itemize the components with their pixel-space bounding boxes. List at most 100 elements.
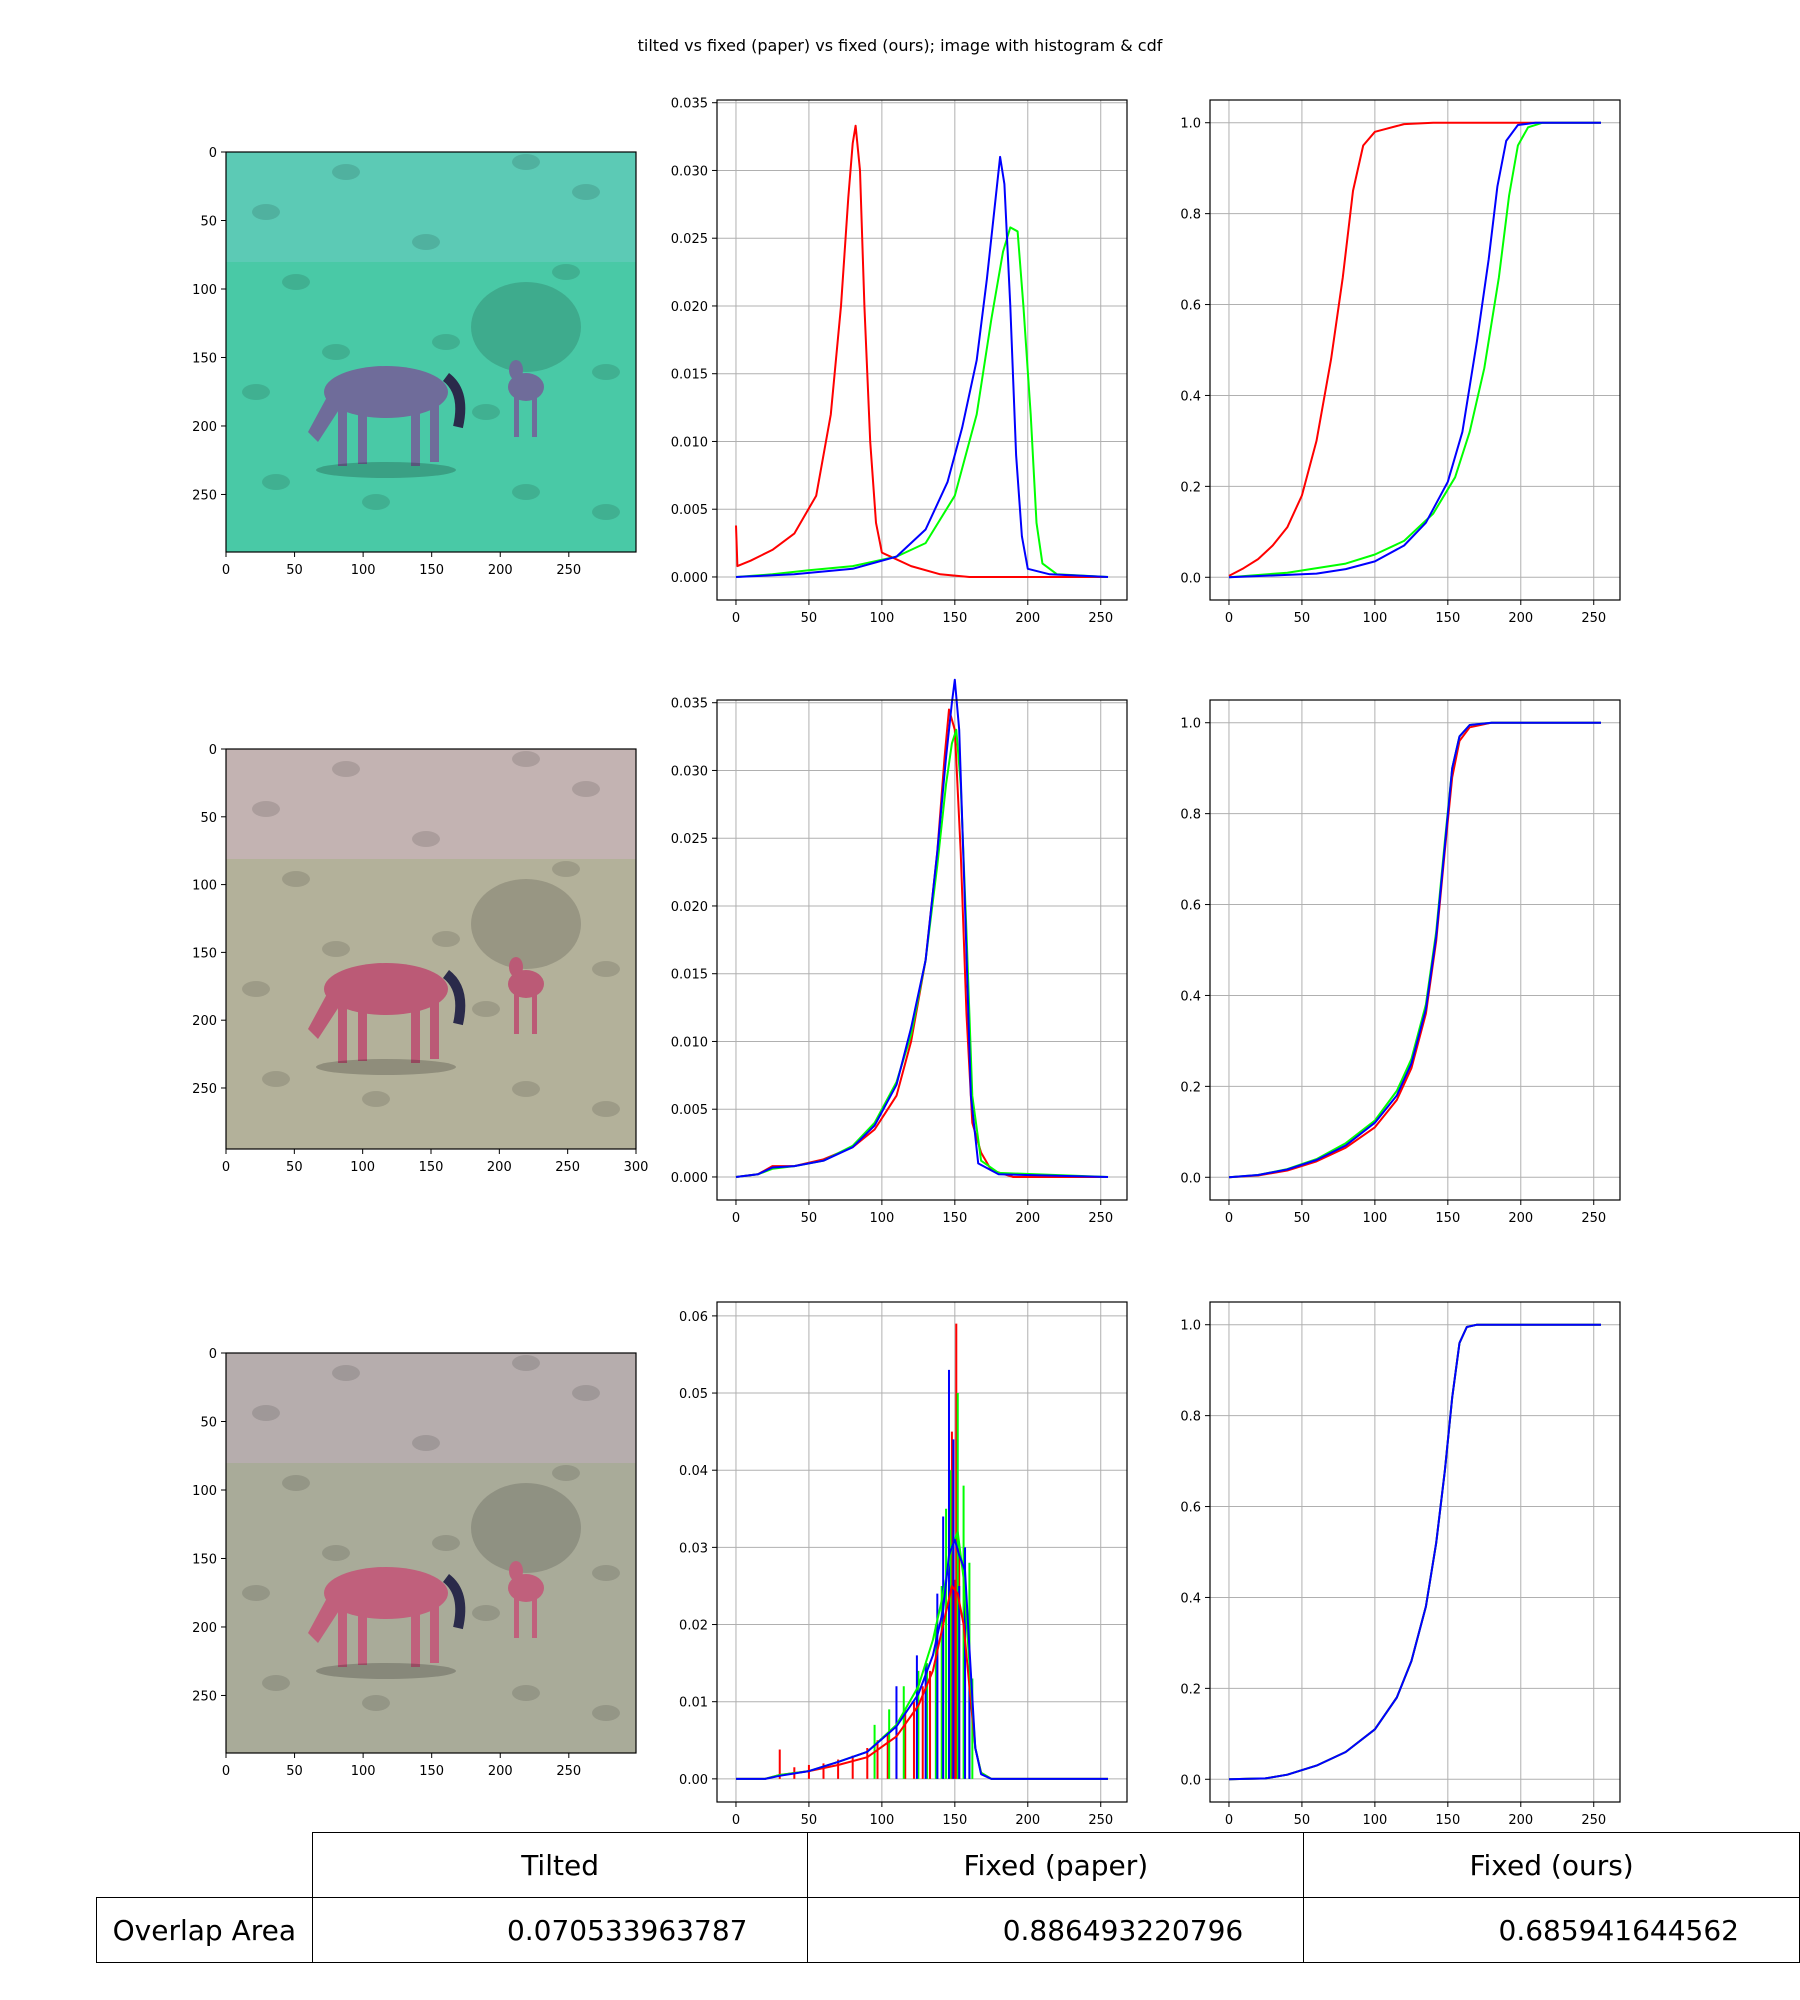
row1-cdf-xtick-label-2: 100 xyxy=(1362,1211,1387,1226)
row1-histogram-ytick-label-7: 0.035 xyxy=(671,697,708,712)
row2-histogram-series-blue xyxy=(736,1538,1108,1780)
row1-image-xtick-label-1: 50 xyxy=(286,1160,303,1175)
row2-image-far-field xyxy=(226,1353,636,1463)
row2-image-ytick-label-0: 0 xyxy=(209,1347,217,1362)
row0-cdf-ytick-label-3: 0.6 xyxy=(1180,299,1201,314)
row0-image-far-field xyxy=(226,152,636,262)
table-value-fixed-paper: 0.886493220796 xyxy=(807,1897,1305,1963)
row2-image-horse-leg-4 xyxy=(430,1603,439,1663)
row2-cdf-ytick-label-3: 0.6 xyxy=(1180,1501,1201,1516)
row0-image-panel: 0 50 100 150 200 250 0 50 100 150 200 250 xyxy=(192,146,637,578)
row0-cdf-xtick-label-0: 0 xyxy=(1225,611,1233,626)
row1-image-xtick-label-2: 100 xyxy=(350,1160,375,1175)
row0-image-bush-6 xyxy=(552,264,580,280)
row0-cdf-series-green xyxy=(1228,121,1601,579)
row2-image-bush-12 xyxy=(362,1695,390,1711)
row2-cdf-ytick-label-2: 0.4 xyxy=(1180,1591,1201,1606)
row2-cdf-series-green xyxy=(1228,1323,1601,1781)
row1-cdf-xtick-label-3: 150 xyxy=(1435,1211,1460,1226)
overlap-table: Tilted Fixed (paper) Fixed (ours) Overla… xyxy=(96,1832,1800,1963)
row1-histogram-frame xyxy=(716,699,1128,1201)
row0-image-bush-9 xyxy=(592,364,620,380)
row1-cdf-ytick-label-3: 0.6 xyxy=(1180,899,1201,914)
table-value-tilted: 0.070533963787 xyxy=(311,1897,809,1963)
row2-histogram-ytick-label-6: 0.06 xyxy=(679,1310,708,1325)
row2-image-bush-6 xyxy=(552,1465,580,1481)
row2-image-xtick-label-5: 250 xyxy=(556,1764,581,1779)
row2-histogram-ytick-label-0: 0.00 xyxy=(679,1773,708,1788)
row2-image-xtick-label-1: 50 xyxy=(286,1764,303,1779)
row0-image-photo xyxy=(226,152,636,552)
row0-image-xtick-label-1: 50 xyxy=(286,563,303,578)
row1-histogram-xtick-label-0: 0 xyxy=(732,1211,740,1226)
row2-image-horse-leg-2 xyxy=(358,1605,367,1665)
row2-histogram-xtick-label-3: 150 xyxy=(942,1813,967,1828)
row1-cdf-ytick-label-5: 1.0 xyxy=(1180,717,1201,732)
row1-cdf-series-green xyxy=(1228,721,1601,1179)
table-row: Overlap Area 0.070533963787 0.8864932207… xyxy=(96,1897,1800,1963)
row0-image-horse-leg-3 xyxy=(411,404,420,466)
table-col-tilted: Tilted xyxy=(311,1832,809,1898)
row1-image-horse-tail xyxy=(442,970,466,1026)
row2-cdf-panel: 0 50 100 150 200 250 0.0 0.2 0.4 0.6 0.8 1.0 xyxy=(1180,1301,1621,1828)
row2-image-horse-leg-3 xyxy=(411,1605,420,1667)
row1-cdf-ytick-label-4: 0.8 xyxy=(1180,808,1201,823)
row0-image-xtick-label-4: 200 xyxy=(488,563,513,578)
row2-histogram-xtick-label-5: 250 xyxy=(1088,1813,1113,1828)
row2-cdf-series-red xyxy=(1228,1323,1601,1781)
row1-image-ytick-label-4: 200 xyxy=(192,1014,217,1029)
row0-image-horse-leg-2 xyxy=(358,404,367,464)
row2-histogram-ytick-label-2: 0.02 xyxy=(679,1619,708,1634)
row1-histogram-series-green xyxy=(735,728,1109,1178)
row1-image-ytick-label-3: 150 xyxy=(192,946,217,961)
row2-image-xtick-label-0: 0 xyxy=(222,1764,230,1779)
row1-cdf-xtick-label-1: 50 xyxy=(1294,1211,1311,1226)
row2-image-bush-10 xyxy=(472,1605,500,1621)
table-col-fixed-ours: Fixed (ours) xyxy=(1303,1832,1800,1898)
row2-image-bush-4 xyxy=(282,1475,310,1491)
row2-image-horse-tail xyxy=(442,1574,466,1630)
row2-image-panel: 0 50 100 150 200 250 0 50 100 150 200 250 xyxy=(192,1347,637,1779)
row0-image-bush-15 xyxy=(432,334,460,350)
row2-image-xtick-label-2: 100 xyxy=(351,1764,376,1779)
row0-cdf-ytick-label-0: 0.0 xyxy=(1180,571,1201,586)
row0-image-frame xyxy=(225,151,637,553)
row1-image-bush-3 xyxy=(572,781,600,797)
row1-cdf-ytick-label-1: 0.2 xyxy=(1180,1080,1201,1095)
row2-image-ytick-label-5: 250 xyxy=(192,1689,217,1704)
row0-histogram-xtick-label-0: 0 xyxy=(732,611,740,626)
row0-image-horse-tail xyxy=(442,373,466,429)
row1-image-ytick-label-2: 100 xyxy=(192,879,217,894)
row1-histogram-xtick-label-4: 200 xyxy=(1015,1211,1040,1226)
row2-image-foal-head xyxy=(509,1561,523,1581)
row2-histogram-ytick-label-1: 0.01 xyxy=(679,1696,708,1711)
row1-histogram-ytick-label-2: 0.010 xyxy=(671,1035,708,1050)
row1-image-bush-8 xyxy=(322,941,350,957)
row1-image-ytick-label-5: 250 xyxy=(192,1082,217,1097)
row1-image-bush-0 xyxy=(252,801,280,817)
row2-cdf-ytick-label-5: 1.0 xyxy=(1180,1319,1201,1334)
row0-histogram-series-red xyxy=(735,124,1108,578)
row1-histogram-xtick-label-2: 100 xyxy=(869,1211,894,1226)
table-row-label: Overlap Area xyxy=(96,1897,313,1963)
row2-image-frame xyxy=(225,1352,637,1754)
row2-image-ytick-label-1: 50 xyxy=(200,1415,217,1430)
row0-cdf-xtick-label-2: 100 xyxy=(1362,611,1387,626)
row2-cdf-xtick-label-0: 0 xyxy=(1225,1813,1233,1828)
row0-histogram-series-blue xyxy=(735,155,1109,578)
row1-image-horse-leg-4 xyxy=(430,999,439,1059)
row0-image-foal-leg-2 xyxy=(532,395,537,437)
row1-histogram-ytick-label-6: 0.030 xyxy=(671,764,708,779)
row1-histogram-panel: 0 50 100 150 200 250 0.000 0.005 0.010 0.015 0.020… xyxy=(671,678,1128,1226)
row2-image-tree xyxy=(471,1483,581,1573)
row2-image-foal-leg-1 xyxy=(514,1596,519,1638)
row0-histogram-series-green xyxy=(735,226,1109,578)
row1-histogram-xtick-label-5: 250 xyxy=(1088,1211,1113,1226)
row0-image-foal-leg-1 xyxy=(514,395,519,437)
row2-image-foal-leg-2 xyxy=(532,1596,537,1638)
row1-image-horse-leg-2 xyxy=(358,1001,367,1061)
row1-image-xtick-label-0: 0 xyxy=(222,1160,230,1175)
row0-image-bush-8 xyxy=(322,344,350,360)
row2-cdf-xtick-label-2: 100 xyxy=(1362,1813,1387,1828)
